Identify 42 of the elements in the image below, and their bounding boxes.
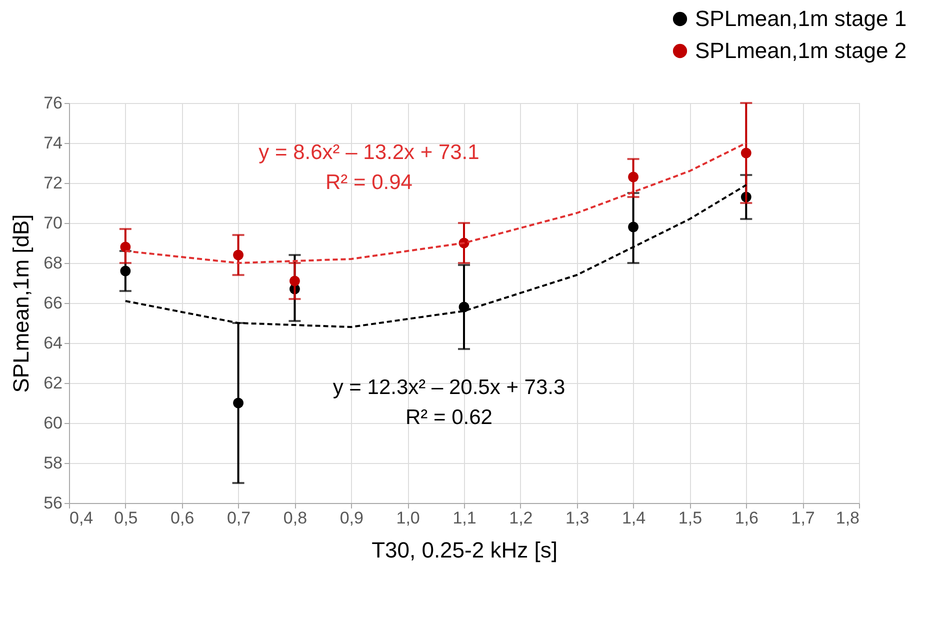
point: [233, 250, 244, 260]
x-tick-label: 0,6: [170, 508, 194, 528]
point: [120, 242, 131, 252]
y-tick-label: 70: [44, 214, 62, 232]
legend-label: SPLmean,1m stage 2: [695, 38, 907, 63]
x-tick-label: 1,6: [734, 508, 758, 528]
point: [289, 276, 300, 286]
y-tick-label: 64: [44, 334, 62, 352]
x-tick-label: 1,3: [566, 508, 590, 528]
legend-label: SPLmean,1m stage 1: [695, 6, 907, 31]
y-tick-label: 62: [44, 374, 62, 392]
x-tick-label: 0,5: [114, 508, 138, 528]
y-tick-label: 76: [44, 94, 62, 112]
point: [120, 266, 131, 276]
y-tick-label: 72: [44, 174, 62, 192]
y-axis-title: SPLmean,1m [dB]: [8, 214, 34, 393]
x-axis-title: T30, 0.25-2 kHz [s]: [372, 538, 558, 562]
y-tick-label: 56: [44, 494, 62, 512]
point: [628, 172, 639, 182]
annotation: y = 12.3x² – 20.5x + 73.3: [332, 376, 566, 399]
x-tick-label: 1,4: [622, 508, 646, 528]
x-tick-label: 0,4: [70, 508, 94, 528]
x-tick-label: 1,7: [791, 508, 815, 528]
x-tick-label: 1,1: [452, 508, 476, 528]
x-tick-label: 1,2: [509, 508, 533, 528]
x-tick-label: 1,5: [678, 508, 702, 528]
point: [628, 222, 639, 232]
x-tick-label: 0,9: [340, 508, 364, 528]
y-tick-label: 58: [44, 454, 62, 472]
y-tick-label: 74: [44, 134, 62, 152]
annotation: R² = 0.62: [406, 406, 492, 429]
annotation: R² = 0.94: [326, 171, 413, 194]
y-tick-label: 66: [44, 294, 62, 312]
x-tick-label: 1,8: [836, 508, 860, 528]
point: [233, 398, 244, 408]
y-tick-label: 68: [44, 254, 62, 272]
x-tick-label: 0,8: [283, 508, 308, 528]
point: [740, 148, 752, 158]
y-tick-label: 60: [44, 414, 62, 432]
annotation: y = 8.6x² – 13.2x + 73.1: [258, 141, 480, 164]
x-tick-label: 1,0: [396, 508, 420, 528]
x-tick-label: 0,7: [226, 508, 251, 528]
